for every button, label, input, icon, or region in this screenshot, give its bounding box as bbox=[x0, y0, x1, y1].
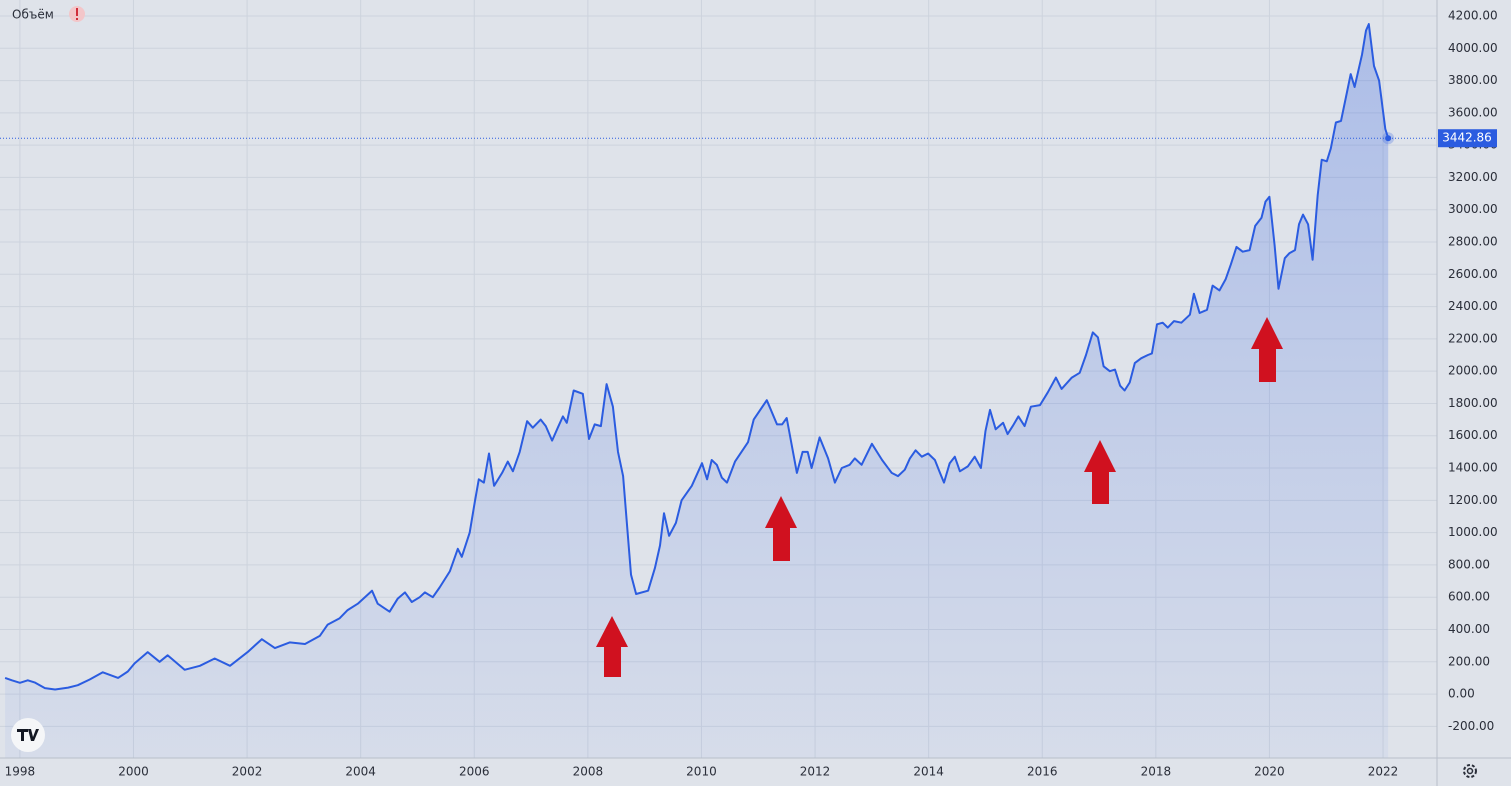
x-tick-label: 2008 bbox=[573, 765, 604, 779]
x-tick-label: 2018 bbox=[1141, 765, 1172, 779]
y-tick-label: 1800.00 bbox=[1448, 396, 1498, 410]
area bbox=[5, 24, 1389, 759]
x-tick-label: 2002 bbox=[232, 765, 263, 779]
x-tick-label: 2012 bbox=[800, 765, 831, 779]
x-tick-label: 1998 bbox=[5, 765, 36, 779]
y-tick-label: 1600.00 bbox=[1448, 428, 1498, 442]
legend-label: Объём bbox=[12, 8, 54, 22]
x-tick-label: 2014 bbox=[913, 765, 944, 779]
x-tick-label: 2016 bbox=[1027, 765, 1058, 779]
x-tick-label: 2000 bbox=[118, 765, 149, 779]
y-tick-label: 1000.00 bbox=[1448, 525, 1498, 539]
tv-logo[interactable] bbox=[11, 718, 45, 752]
last-point bbox=[1385, 135, 1392, 142]
x-tick-label: 2006 bbox=[459, 765, 490, 779]
x-tick-label: 2020 bbox=[1254, 765, 1285, 779]
y-tick-label: 2000.00 bbox=[1448, 364, 1498, 378]
arrows bbox=[596, 317, 1283, 677]
warning-icon[interactable] bbox=[69, 6, 85, 22]
x-tick-label: 2010 bbox=[686, 765, 717, 779]
y-tick-label: 3600.00 bbox=[1448, 105, 1498, 119]
last-price-badge bbox=[1438, 129, 1497, 148]
y-tick-label: 1200.00 bbox=[1448, 493, 1498, 507]
x-tick-label: 2004 bbox=[345, 765, 376, 779]
y-tick-label: 400.00 bbox=[1448, 622, 1490, 636]
y-tick-label: 200.00 bbox=[1448, 654, 1490, 668]
y-tick-label: 2800.00 bbox=[1448, 235, 1498, 249]
line bbox=[4, 23, 1390, 691]
y-tick-label: 3000.00 bbox=[1448, 202, 1498, 216]
y-tick-label: 800.00 bbox=[1448, 557, 1490, 571]
y-tick-label: 2400.00 bbox=[1448, 299, 1498, 313]
y-tick-label: 1400.00 bbox=[1448, 461, 1498, 475]
y-tick-label: 2200.00 bbox=[1448, 331, 1498, 345]
y-tick-label: 600.00 bbox=[1448, 590, 1490, 604]
y-tick-label: 4000.00 bbox=[1448, 41, 1498, 55]
y-tick-label: -200.00 bbox=[1448, 719, 1494, 733]
y-tick-label: 4200.00 bbox=[1448, 8, 1498, 22]
y-tick-label: 0.00 bbox=[1448, 687, 1475, 701]
last-price-label: 3442.86 bbox=[1442, 131, 1492, 145]
settings-icon[interactable] bbox=[1463, 764, 1477, 778]
x-tick-label: 2022 bbox=[1368, 765, 1399, 779]
y-tick-label: 3800.00 bbox=[1448, 73, 1498, 87]
y-tick-label: 2600.00 bbox=[1448, 267, 1498, 281]
y-tick-label: 3200.00 bbox=[1448, 170, 1498, 184]
